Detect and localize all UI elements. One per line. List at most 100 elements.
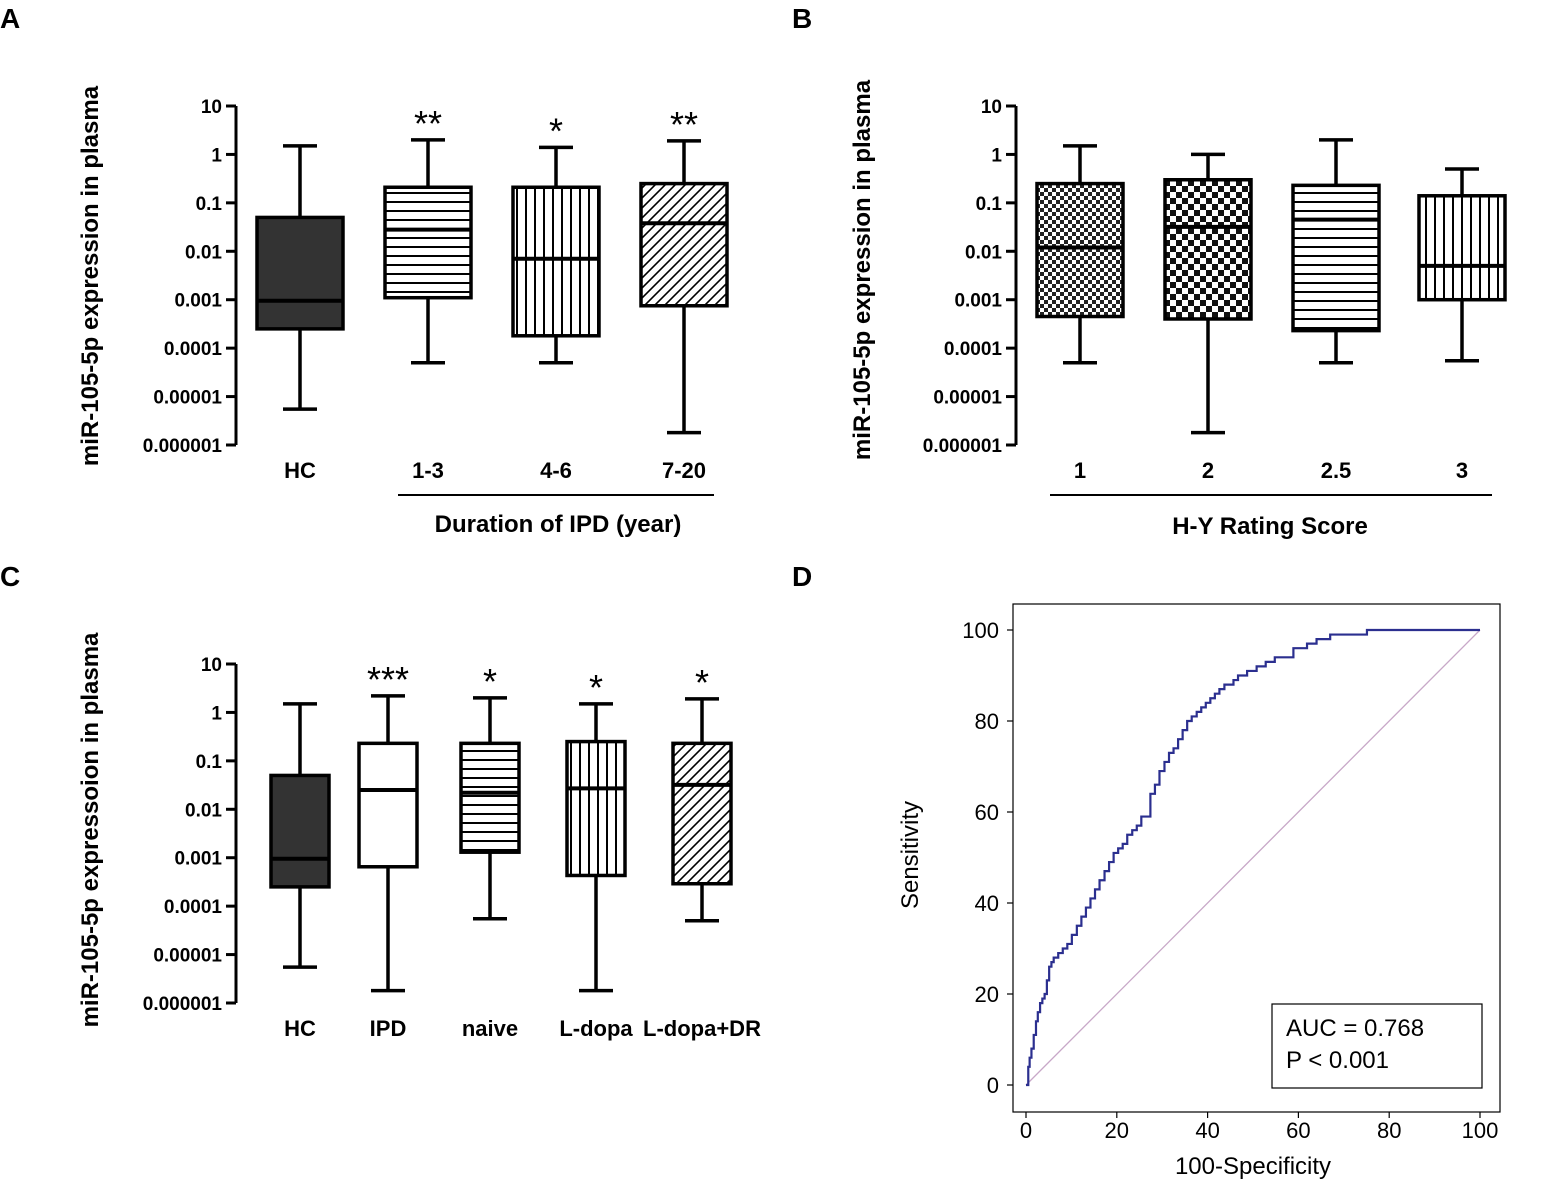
panel-c-y-tick-label: 0.01 [185, 800, 222, 821]
panel-a-box-2: ** [383, 103, 473, 365]
panel-d-auc-annotation: AUC = 0.768 [1286, 1015, 1424, 1042]
panel-d-y-tick-label: 0 [987, 1073, 999, 1098]
panel-a-y-tick-label: 0.1 [196, 194, 223, 215]
panel-a-y-tick-label: 1 [211, 145, 222, 166]
panel-b-y-tick-label: 0.1 [976, 194, 1003, 215]
panel-c-category-label: L-dopa [559, 1016, 633, 1041]
panel-b-y-tick-label: 10 [981, 97, 1002, 118]
box-iqr [459, 741, 521, 854]
box-iqr [565, 739, 627, 878]
panel-c-category-label: IPD [370, 1016, 407, 1041]
panel-d-annotation-box [1271, 1003, 1483, 1089]
panel-d-y-tick-label: 100 [962, 618, 999, 643]
panel-c-y-axis-label: miR-105-5p expressoion in plasma [77, 632, 104, 1027]
panel-b-category-label: 3 [1456, 458, 1468, 483]
panel-c-y-tick-label: 10 [201, 655, 222, 676]
box-iqr [1163, 178, 1253, 321]
panel-d-x-tick-label: 40 [1195, 1118, 1219, 1143]
panel-b-y-tick-label: 0.0001 [944, 339, 1003, 360]
significance-marker: * [589, 667, 603, 708]
panel-d-roc-chart: 0 20 40 60 80 100 0 20 40 60 80 100 AUC = 0.768 P <… [897, 603, 1501, 1180]
panel-d-p-annotation: P < 0.001 [1286, 1047, 1389, 1074]
significance-marker: * [483, 661, 497, 702]
panel-b-category-label: 2 [1202, 458, 1214, 483]
panel-c-category-label: naive [462, 1016, 518, 1041]
panel-a-x-axis-label: Duration of IPD (year) [435, 511, 682, 538]
panel-d-plot-frame [1012, 603, 1501, 1113]
panel-a-category-label: 4-6 [540, 458, 572, 483]
panel-c-boxplot: miR-105-5p expressoion in plasma 10 1 0.1 0… [77, 632, 761, 1041]
panel-c-y-tick-label: 0.000001 [143, 994, 223, 1015]
panel-b-y-tick-label: 0.01 [965, 242, 1002, 263]
panel-a-category-label: HC [284, 458, 316, 483]
significance-marker: *** [367, 659, 409, 700]
significance-marker: * [695, 662, 709, 703]
panel-b-y-tick-label: 1 [991, 145, 1002, 166]
panel-c-box-3: * [459, 661, 521, 921]
panel-a-y-tick-label: 0.0001 [164, 339, 223, 360]
panel-d-y-tick-label: 40 [975, 891, 999, 916]
significance-marker: ** [414, 103, 442, 144]
panel-a-y-tick-label: 0.00001 [153, 388, 222, 409]
box-iqr [1417, 194, 1507, 302]
panel-c-box-5: * [671, 662, 733, 923]
panel-c-y-tick-label: 0.1 [196, 752, 223, 773]
significance-marker: * [549, 110, 563, 151]
panel-d-x-tick-label: 0 [1020, 1118, 1032, 1143]
panel-c-y-tick-label: 0.0001 [164, 897, 223, 918]
panel-a-category-label: 1-3 [412, 458, 444, 483]
panel-d-x-tick-label: 80 [1377, 1118, 1401, 1143]
panel-b-y-tick-label: 0.00001 [933, 388, 1002, 409]
panel-b-category-label: 1 [1074, 458, 1086, 483]
panel-c-category-label: L-dopa+DR [643, 1016, 761, 1041]
panel-d-x-tick-label: 60 [1286, 1118, 1310, 1143]
panel-c-y-tick-label: 0.001 [174, 849, 222, 870]
panel-a-y-tick-label: 0.000001 [143, 436, 223, 457]
panel-d-y-axis-label: Sensitivity [897, 801, 924, 909]
panel-a-boxplot: miR-105-5p expression in plasma 10 1 0.1 0.… [77, 85, 729, 538]
panel-a-y-axis-label: miR-105-5p expression in plasma [77, 85, 104, 466]
panel-d-x-tick-label: 100 [1462, 1118, 1499, 1143]
panel-b-category-label: 2.5 [1321, 458, 1352, 483]
panel-label-d: D [792, 561, 812, 592]
panel-label-a: A [0, 3, 20, 34]
panel-b-y-axis-label: miR-105-5p expression in plasma [849, 79, 876, 460]
panel-a-category-label: 7-20 [662, 458, 706, 483]
panel-a-y-tick-label: 10 [201, 97, 222, 118]
box-iqr [1035, 181, 1125, 319]
panel-d-y-tick-label: 20 [975, 982, 999, 1007]
panel-d-y-tick-label: 80 [975, 709, 999, 734]
panel-c-box-2: *** [357, 659, 419, 993]
panel-b-y-tick-label: 0.001 [954, 291, 1002, 312]
panel-c-category-label: HC [284, 1016, 316, 1041]
panel-a-y-tick-label: 0.01 [185, 242, 222, 263]
panel-d-roc-curve [1026, 628, 1480, 1087]
panel-a-box-4: ** [639, 104, 729, 435]
panel-b-x-axis-label: H-Y Rating Score [1172, 513, 1368, 540]
box-iqr [1291, 183, 1381, 333]
panel-label-c: C [0, 561, 20, 592]
panel-c-box-1 [269, 702, 331, 969]
box-iqr [671, 741, 733, 886]
significance-marker: ** [670, 104, 698, 145]
panel-b-y-tick-label: 0.000001 [923, 436, 1003, 457]
panel-b-box-1 [1035, 144, 1125, 365]
panel-d-reference-line [1025, 629, 1481, 1086]
box-iqr [255, 215, 345, 331]
panel-b-box-2 [1163, 152, 1253, 435]
box-iqr [383, 185, 473, 300]
panel-c-y-tick-label: 1 [211, 703, 222, 724]
box-iqr [269, 773, 331, 889]
panel-c-y-tick-label: 0.00001 [153, 946, 222, 967]
box-iqr [511, 185, 601, 338]
panel-a-box-1 [255, 144, 345, 411]
panel-b-box-3 [1291, 138, 1381, 365]
panel-b-boxplot: miR-105-5p expression in plasma 10 1 0.1 0.… [849, 79, 1507, 540]
panel-d-x-tick-label: 20 [1105, 1118, 1129, 1143]
panel-label-b: B [792, 3, 812, 34]
box-iqr [357, 741, 419, 869]
panel-d-y-tick-label: 60 [975, 800, 999, 825]
panel-c-box-4: * [565, 667, 627, 993]
box-iqr [639, 181, 729, 308]
